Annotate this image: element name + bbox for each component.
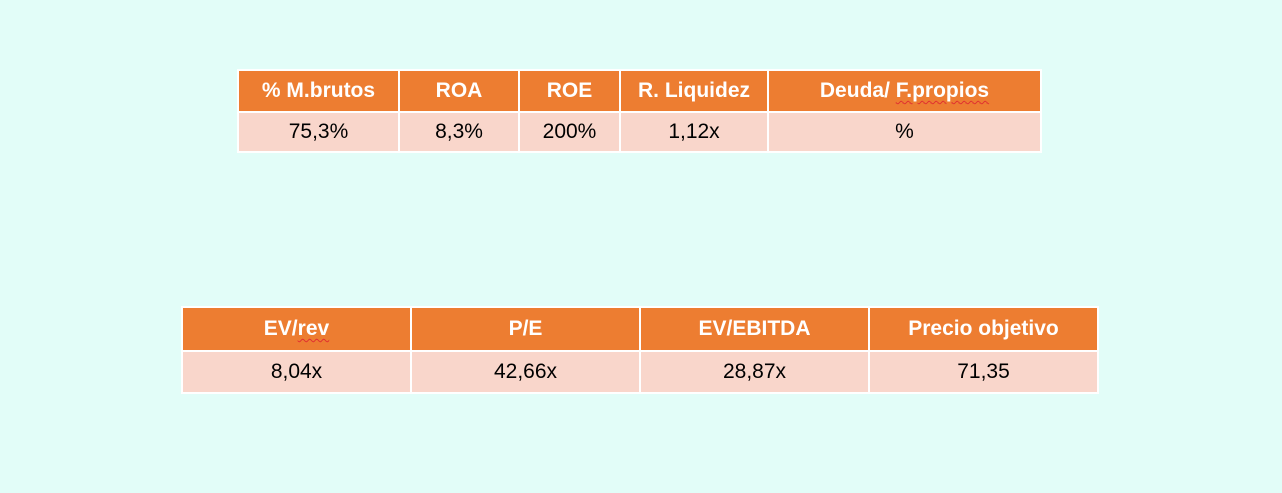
- header-roa: ROA: [398, 69, 520, 113]
- header-ratio-liquidez: R. Liquidez: [619, 69, 769, 113]
- header-rev-label: rev: [297, 317, 330, 340]
- header-ev-rev: EV/rev: [181, 306, 412, 352]
- header-precio-objetivo: Precio objetivo: [868, 306, 1099, 352]
- value-precio-objetivo: 71,35: [868, 350, 1099, 394]
- value-pe: 42,66x: [410, 350, 641, 394]
- value-roa: 8,3%: [398, 111, 520, 153]
- header-pe: P/E: [410, 306, 641, 352]
- header-margen-bruto: % M.brutos: [237, 69, 400, 113]
- header-ev-ebitda: EV/EBITDA: [639, 306, 870, 352]
- valuation-multiples-table: EV/rev P/E EV/EBITDA Precio objetivo 8,0…: [181, 306, 1099, 394]
- table-header-row: % M.brutos ROA ROE R. Liquidez Deuda/ F.…: [237, 69, 1042, 113]
- table-row: 8,04x 42,66x 28,87x 71,35: [181, 350, 1099, 394]
- financial-ratios-table: % M.brutos ROA ROE R. Liquidez Deuda/ F.…: [237, 69, 1042, 153]
- header-fondos-propios-label: F.propios: [895, 79, 990, 102]
- header-deuda-label: Deuda/: [819, 79, 896, 102]
- value-margen-bruto: 75,3%: [237, 111, 400, 153]
- value-ratio-liquidez: 1,12x: [619, 111, 769, 153]
- value-ev-rev: 8,04x: [181, 350, 412, 394]
- table-header-row: EV/rev P/E EV/EBITDA Precio objetivo: [181, 306, 1099, 352]
- table-row: 75,3% 8,3% 200% 1,12x %: [237, 111, 1042, 153]
- value-deuda-fondos-propios: %: [767, 111, 1042, 153]
- header-ev-label: EV/: [263, 317, 298, 340]
- value-ev-ebitda: 28,87x: [639, 350, 870, 394]
- header-deuda-fondos-propios: Deuda/ F.propios: [767, 69, 1042, 113]
- header-roe: ROE: [518, 69, 621, 113]
- value-roe: 200%: [518, 111, 621, 153]
